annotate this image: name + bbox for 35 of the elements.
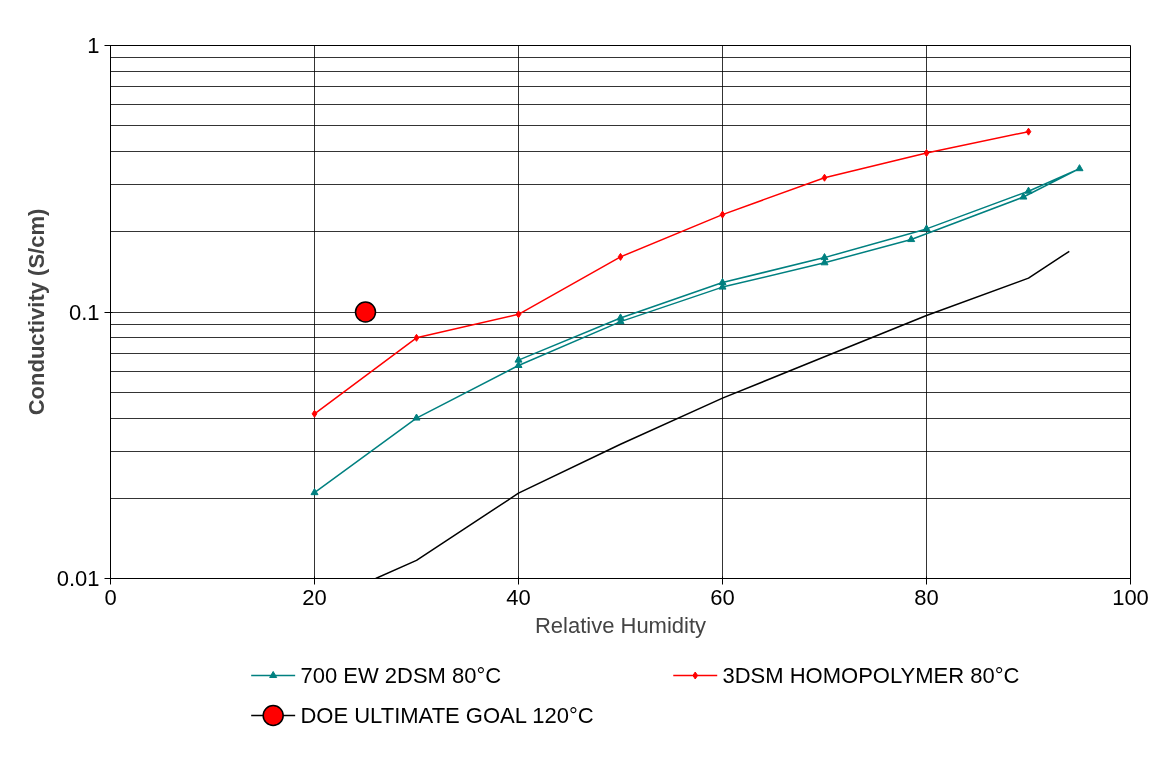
x-tick-label: 80 bbox=[914, 584, 939, 610]
y-axis-title: Conductivity (S/cm) bbox=[23, 208, 49, 416]
point bbox=[412, 413, 421, 421]
x-axis-title: Relative Humidity bbox=[534, 612, 707, 638]
y-tick-label: 1 bbox=[87, 33, 100, 58]
legend-label: 700 EW 2DSM 80°C bbox=[300, 663, 502, 688]
point bbox=[514, 355, 523, 363]
x-tick-label: 100 bbox=[1112, 584, 1149, 610]
point bbox=[922, 224, 931, 232]
legend-label: 3DSM HOMOPOLYMER 80°C bbox=[722, 663, 1020, 688]
point bbox=[311, 409, 318, 418]
point bbox=[1025, 127, 1032, 136]
point bbox=[1024, 186, 1033, 194]
point bbox=[719, 210, 726, 219]
point bbox=[413, 333, 420, 342]
point bbox=[821, 173, 828, 182]
x-tick-label: 40 bbox=[506, 584, 531, 610]
legend-label: DOE ULTIMATE GOAL 120°C bbox=[300, 703, 594, 728]
point bbox=[354, 301, 377, 323]
point bbox=[616, 313, 625, 321]
point bbox=[1075, 164, 1084, 172]
x-tick-label: 20 bbox=[302, 584, 327, 610]
point bbox=[820, 258, 829, 266]
point bbox=[617, 252, 624, 261]
x-tick-label: 60 bbox=[710, 584, 735, 610]
point bbox=[923, 149, 930, 158]
x-tick-label: 0 bbox=[104, 584, 117, 610]
point bbox=[820, 253, 829, 261]
y-tick-label: 0.01 bbox=[56, 566, 100, 591]
point bbox=[907, 235, 916, 243]
y-tick-label: 0.1 bbox=[68, 299, 100, 325]
point bbox=[515, 310, 522, 319]
point bbox=[1019, 192, 1028, 200]
point bbox=[310, 488, 319, 496]
point bbox=[718, 277, 727, 286]
